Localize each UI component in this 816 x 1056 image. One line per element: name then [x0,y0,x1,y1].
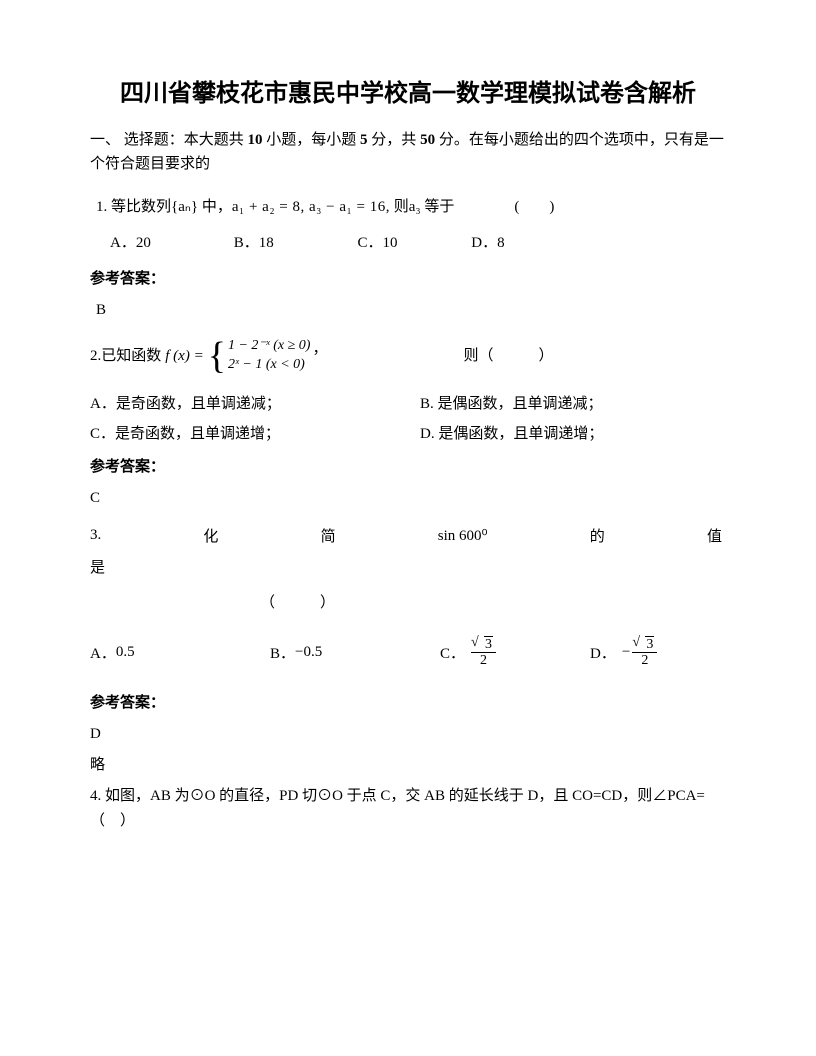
section-1-points-each: 5 [360,132,368,148]
q2-fx: f (x) = [165,344,203,368]
q3-paren: （ ） [260,591,726,612]
q1-choice-d: D．8 [471,230,504,257]
q3-choice-c-label: C． [440,642,465,663]
section-1-header: 一、 选择题：本大题共 10 小题，每小题 5 分，共 50 分。在每小题给出的… [90,128,726,176]
q2-text-2: 则（ ） [463,344,553,368]
q1-choice-c: C．10 [358,230,468,257]
section-1-prefix: 一、 选择题： [90,132,184,148]
q1-text-2: 中， [198,199,232,215]
q3-extra: 略 [90,753,726,774]
q1-equation: a₁ + a₂ = 8, a₃ − a₁ = 16, [232,199,390,215]
question-3-line1: 3. 化 简 sin 600⁰ 的 值 [90,525,726,546]
section-1-num-questions: 10 [248,132,263,148]
q1-sequence: {aₙ} [171,199,198,215]
q2-text-1: 已知函数 [101,344,161,368]
q3-d-sqrt3: 3 [645,636,654,652]
q1-a3: a₃ [409,199,421,215]
q3-answer-label: 参考答案： [90,691,726,712]
section-1-points-total: 50 [420,132,435,148]
q2-choices: A．是奇函数，且单调递减； B. 是偶函数，且单调递减； C．是奇函数，且单调递… [90,389,726,449]
section-1-body-4: 分，共 [368,132,421,148]
q2-choice-a: A．是奇函数，且单调递减； [90,389,420,419]
q2-case-2: 2ˣ − 1 (x < 0) [228,357,305,372]
q1-text-1: 等比数列 [107,199,171,215]
question-4: 4. 如图，AB 为⊙O 的直径，PD 切⊙O 于点 C，交 AB 的延长线于 … [90,784,726,835]
q2-number: 2. [90,344,101,368]
q1-choice-a: A．20 [110,230,230,257]
q3-choice-c-frac: 3√ 2 [471,636,496,669]
q3-answer: D [90,726,726,743]
q3-word-4: 值 [707,525,722,546]
q3-choice-d-neg: − [622,644,630,661]
q1-paren: ( ) [514,199,554,215]
q3-d-den: 2 [632,653,657,668]
q3-c-sqrt3: 3 [484,636,493,652]
q2-answer-label: 参考答案： [90,455,726,476]
q1-number: 1. [96,199,107,215]
q2-brace-icon: { [208,337,226,375]
q3-word-1: 化 [203,525,218,546]
q3-word-3: 的 [590,525,605,546]
section-1-body-2: 小题，每小题 [263,132,361,148]
q2-choice-b: B. 是偶函数，且单调递减； [420,389,603,419]
q1-answer-label: 参考答案： [90,267,726,288]
q1-choice-b: B．18 [234,230,354,257]
q3-choice-b-label: B． [270,642,295,663]
q1-answer: B [96,302,726,319]
section-1-body-0: 本大题共 [184,132,248,148]
q2-piecewise: f (x) = { 1 − 2⁻ˣ (x ≥ 0) 2ˣ − 1 (x < 0)… [165,337,327,375]
q3-choices: A． 0.5 B． −0.5 C． 3√ 2 D． − 3√ 2 [90,636,726,669]
q1-text-3: 则 [390,199,409,215]
q2-choice-c: C．是奇函数，且单调递增； [90,419,420,449]
q1-text-4: 等于 [421,199,455,215]
q3-expression: sin 600⁰ [438,526,488,545]
q2-case-1: 1 − 2⁻ˣ (x ≥ 0) [228,338,311,353]
q2-choice-d: D. 是偶函数，且单调递增； [420,419,603,449]
q2-comma: ， [312,337,327,361]
q3-choice-d-frac: 3√ 2 [632,636,657,669]
q3-word-2: 简 [321,525,336,546]
q3-number: 3. [90,527,101,544]
question-3-line2: 是 [90,556,726,577]
q3-choice-d-label: D． [590,642,616,663]
q3-choice-b-value: −0.5 [295,644,322,661]
q2-answer: C [90,490,726,507]
q1-choices: A．20 B．18 C．10 D．8 [110,230,726,257]
q3-choice-a-value: 0.5 [116,644,135,661]
question-1: 1. 等比数列{aₙ} 中，a₁ + a₂ = 8, a₃ − a₁ = 16,… [96,192,726,224]
q3-c-den: 2 [471,653,496,668]
page-title: 四川省攀枝花市惠民中学校高一数学理模拟试卷含解析 [90,78,726,110]
q2-cases: 1 − 2⁻ˣ (x ≥ 0) 2ˣ − 1 (x < 0) [228,337,311,375]
question-2: 2. 已知函数 f (x) = { 1 − 2⁻ˣ (x ≥ 0) 2ˣ − 1… [90,337,726,375]
q3-choice-a-label: A． [90,642,116,663]
